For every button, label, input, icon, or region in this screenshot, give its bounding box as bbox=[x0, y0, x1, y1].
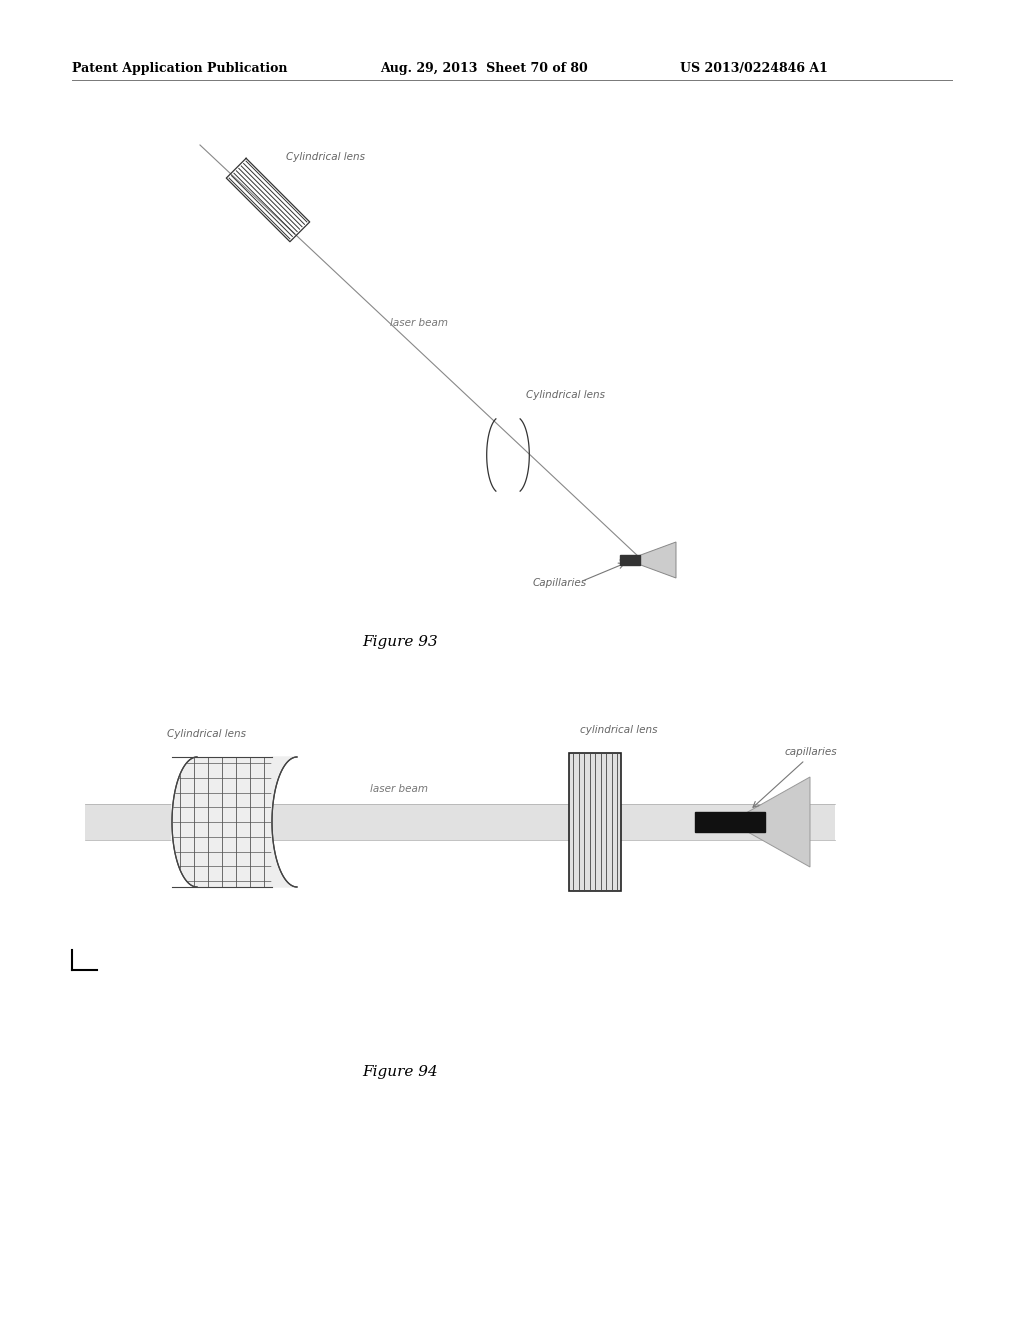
Text: laser beam: laser beam bbox=[390, 318, 449, 327]
Text: Patent Application Publication: Patent Application Publication bbox=[72, 62, 288, 75]
Text: Capillaries: Capillaries bbox=[534, 578, 587, 587]
Text: cylindrical lens: cylindrical lens bbox=[580, 725, 657, 735]
Text: Figure 93: Figure 93 bbox=[362, 635, 438, 649]
Polygon shape bbox=[272, 756, 297, 887]
Bar bbox=[172, 756, 272, 887]
Polygon shape bbox=[638, 543, 676, 578]
Polygon shape bbox=[730, 777, 810, 867]
Text: capillaries: capillaries bbox=[785, 747, 838, 756]
Bar bbox=[85, 804, 835, 840]
Bar bbox=[620, 554, 640, 565]
Text: US 2013/0224846 A1: US 2013/0224846 A1 bbox=[680, 62, 827, 75]
Text: Aug. 29, 2013  Sheet 70 of 80: Aug. 29, 2013 Sheet 70 of 80 bbox=[380, 62, 588, 75]
Text: Figure 94: Figure 94 bbox=[362, 1065, 438, 1078]
Text: laser beam: laser beam bbox=[370, 784, 428, 795]
Text: Cylindrical lens: Cylindrical lens bbox=[286, 152, 365, 162]
Text: Cylindrical lens: Cylindrical lens bbox=[167, 729, 246, 739]
Text: Cylindrical lens: Cylindrical lens bbox=[526, 389, 605, 400]
Polygon shape bbox=[172, 756, 197, 887]
Bar bbox=[569, 752, 621, 891]
Bar bbox=[695, 812, 765, 832]
